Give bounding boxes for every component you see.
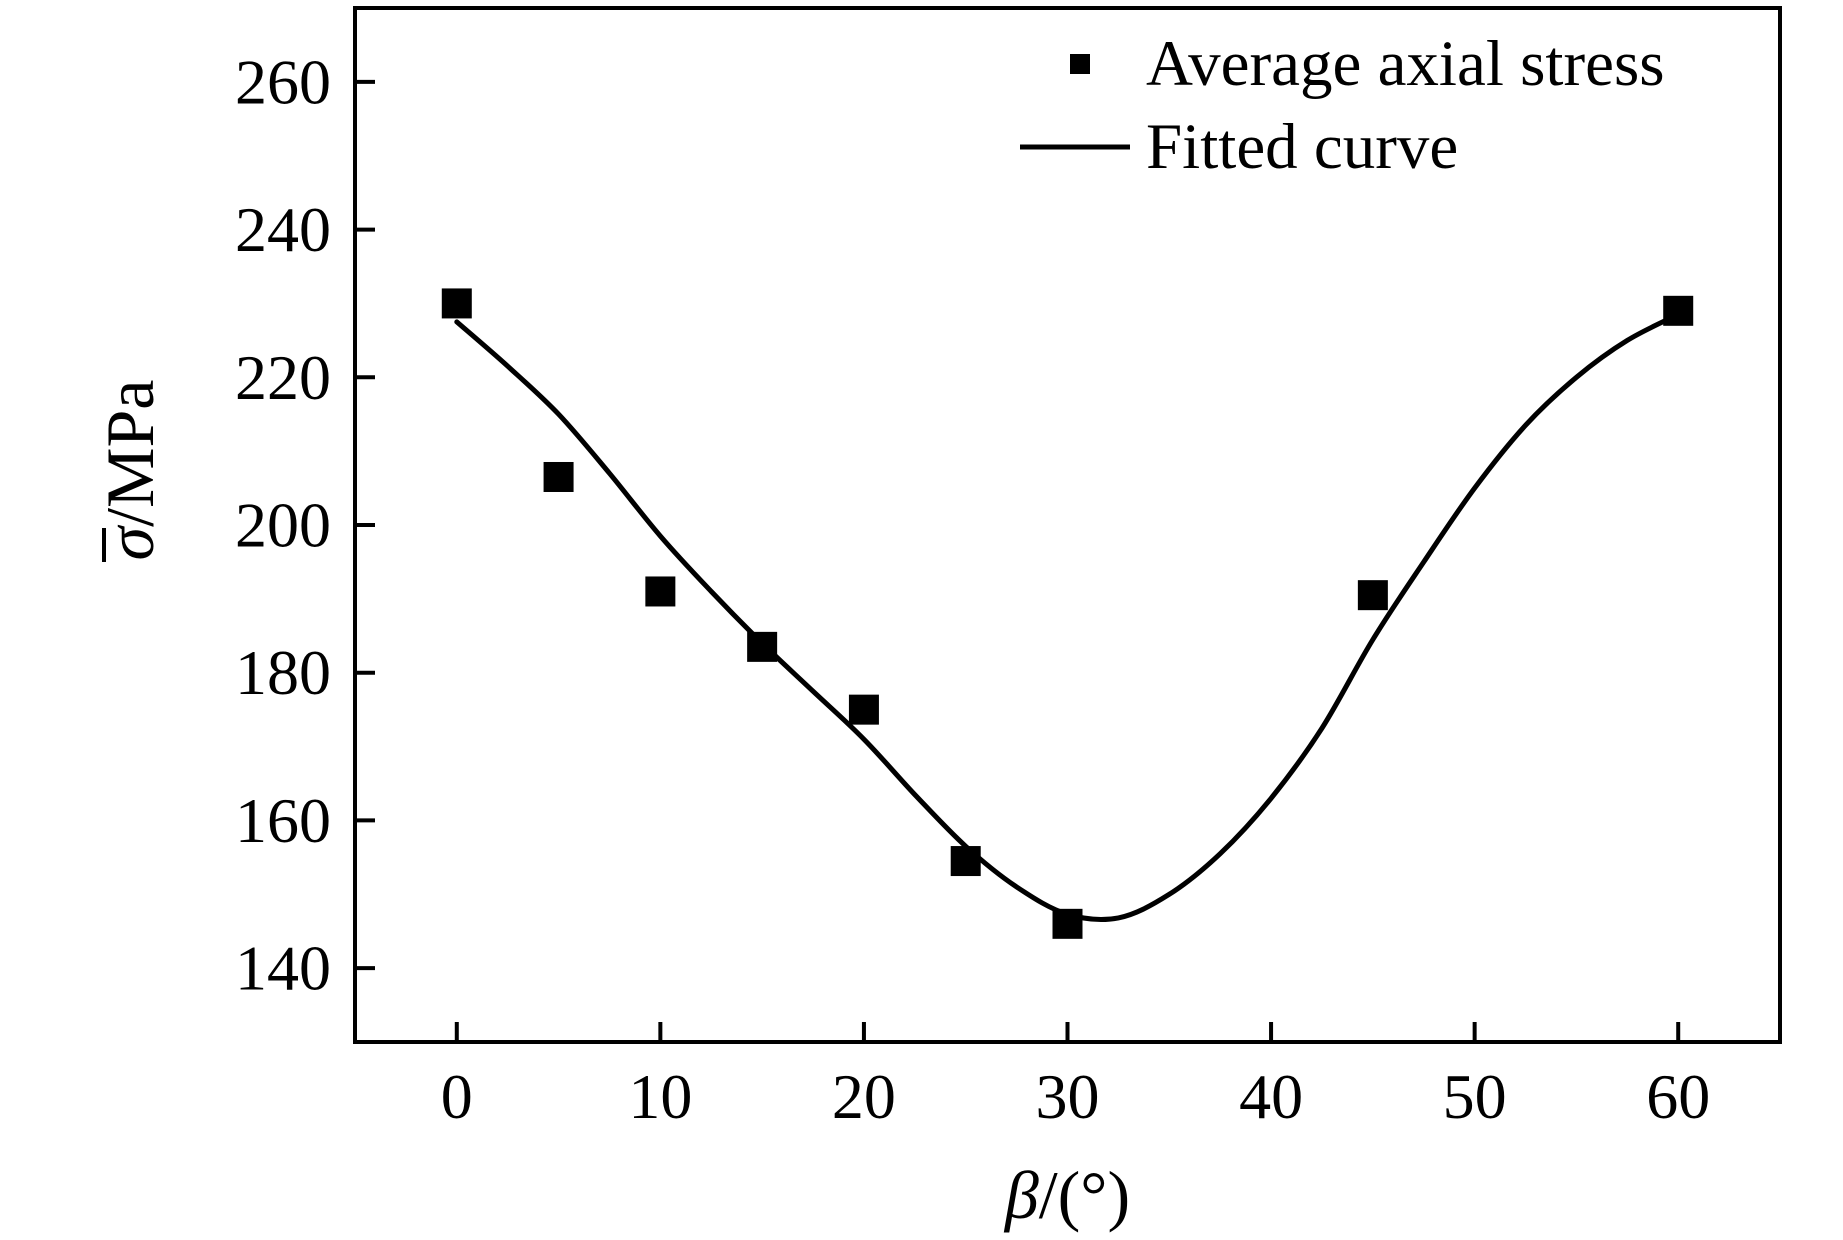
legend-square-marker <box>1070 54 1090 74</box>
data-point-marker <box>645 576 676 607</box>
y-tick-label: 200 <box>235 490 331 561</box>
y-tick-label: 220 <box>235 342 331 413</box>
x-tick-label: 50 <box>1443 1061 1507 1132</box>
y-axis-title: σ/MPa <box>92 380 168 562</box>
data-point-marker <box>543 461 574 492</box>
y-tick-label: 160 <box>235 785 331 856</box>
x-tick-label: 60 <box>1646 1061 1710 1132</box>
y-tick-label: 260 <box>235 46 331 117</box>
x-tick-label: 40 <box>1239 1061 1303 1132</box>
data-point-marker <box>747 631 778 662</box>
legend-label: Average axial stress <box>1146 28 1665 100</box>
data-point-marker <box>950 846 981 877</box>
x-tick-label: 0 <box>441 1061 473 1132</box>
x-axis-title: β/(°) <box>1003 1157 1130 1233</box>
x-axis: 0 10 20 30 40 50 60 <box>441 1022 1710 1132</box>
data-point-marker <box>441 288 472 319</box>
scatter-series <box>441 288 1694 939</box>
y-axis: 140 160 180 200 220 240 260 <box>235 46 375 1004</box>
data-point-marker <box>1357 580 1388 611</box>
legend-label: Fitted curve <box>1146 111 1458 183</box>
data-point-marker <box>848 694 879 725</box>
y-tick-label: 240 <box>235 194 331 265</box>
legend: Average axial stress Fitted curve <box>1020 28 1665 183</box>
y-tick-label: 140 <box>235 933 331 1004</box>
x-tick-label: 10 <box>628 1061 692 1132</box>
x-tick-label: 20 <box>832 1061 896 1132</box>
y-tick-label: 180 <box>235 637 331 708</box>
data-point-marker <box>1663 295 1694 326</box>
data-point-marker <box>1052 908 1083 939</box>
x-tick-label: 30 <box>1036 1061 1100 1132</box>
